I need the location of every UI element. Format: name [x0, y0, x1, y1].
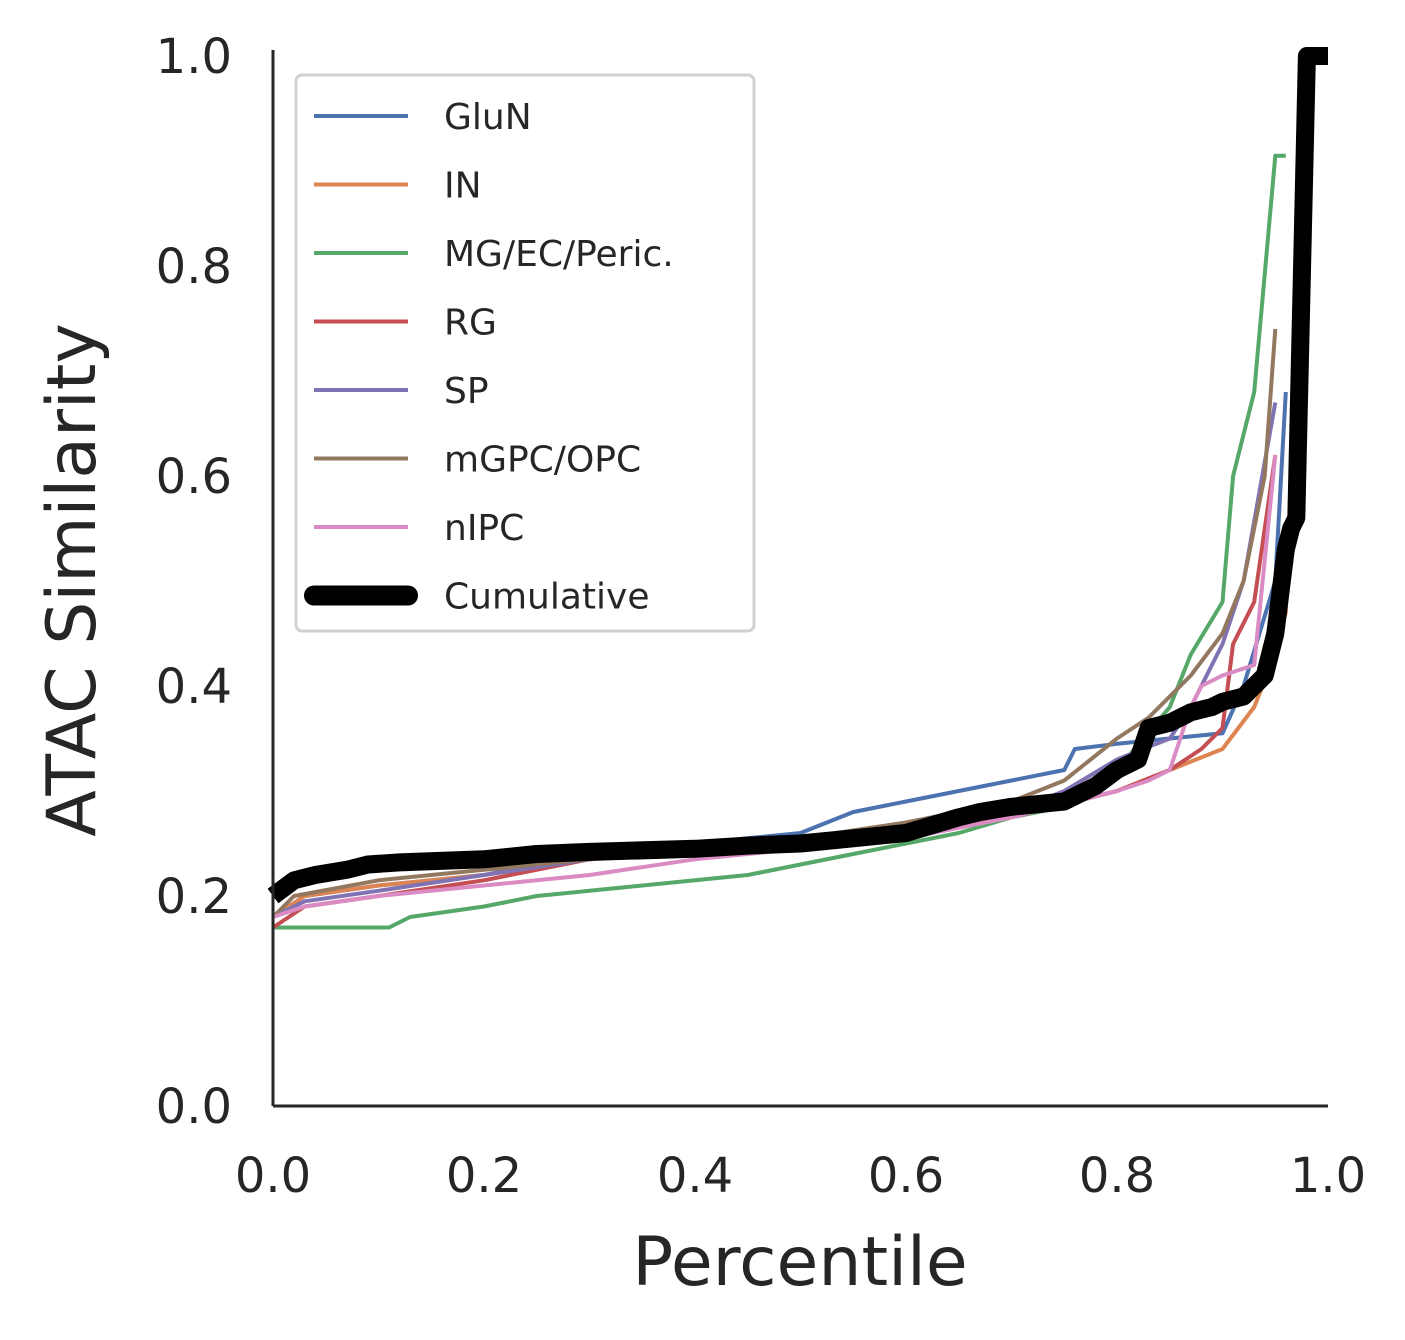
legend-label-nipc: nIPC: [444, 508, 524, 549]
x-tick-label: 0.4: [657, 1148, 733, 1204]
y-tick-labels: 0.0 0.2 0.4 0.6 0.8 1.0: [156, 29, 232, 1135]
legend-label-mgpc-opc: mGPC/OPC: [444, 440, 641, 481]
series-line-nipc: [272, 454, 1278, 919]
x-tick-label: 0.0: [235, 1148, 311, 1204]
x-tick-label: 0.6: [868, 1148, 944, 1204]
series-layer: [267, 47, 1328, 930]
axes-layer: [271, 50, 1328, 1108]
x-tick-labels: 0.0 0.2 0.4 0.6 0.8 1.0: [235, 1148, 1366, 1204]
x-axis-title: Percentile: [632, 1223, 967, 1302]
y-axis-title: ATAC Similarity: [33, 323, 112, 836]
series-line-cumulative: [267, 47, 1328, 904]
legend-label-cumulative: Cumulative: [444, 577, 649, 618]
series-line-mg-ec-peric: [273, 153, 1286, 930]
x-tick-label: 0.8: [1079, 1148, 1155, 1204]
x-tick-label: 0.2: [446, 1148, 522, 1204]
legend-label-sp: SP: [444, 371, 489, 412]
legend-label-in: IN: [444, 166, 482, 207]
y-tick-label: 0.6: [156, 449, 232, 505]
x-tick-label: 1.0: [1290, 1148, 1366, 1204]
legend-frame: [294, 73, 756, 633]
y-tick-label: 1.0: [156, 29, 232, 85]
y-tick-label: 0.8: [156, 239, 232, 295]
y-tick-label: 0.4: [156, 659, 232, 715]
y-tick-label: 0.2: [156, 869, 232, 925]
legend: GluN IN MG/EC/Peric. RG SP mGPC/OPC nIPC Cumula…: [294, 73, 756, 633]
legend-label-glun: GluN: [444, 97, 532, 138]
legend-label-rg: RG: [444, 303, 497, 344]
legend-label-mg-ec-peric: MG/EC/Peric.: [444, 234, 674, 275]
y-tick-label: 0.0: [156, 1079, 232, 1135]
